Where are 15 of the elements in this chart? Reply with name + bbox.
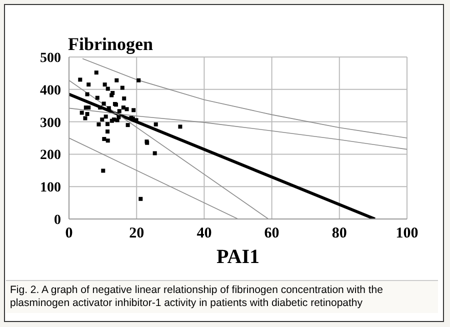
caption: Fig. 2. A graph of negative linear relationship of fibrinogen concentration with the plasminogen activator inhibitor-1 activity in patients with diabetic retinopathy [6, 280, 438, 313]
x-axis-title: PAI1 [216, 246, 260, 268]
y-tick-label: 100 [40, 180, 61, 196]
x-tick-label: 0 [65, 226, 73, 242]
y-tick-label: 0 [54, 212, 61, 228]
x-tick-label: 80 [332, 226, 347, 242]
y-tick-label: 400 [40, 83, 61, 98]
x-tick-label: 60 [264, 226, 280, 242]
x-tick-label: 20 [129, 226, 144, 242]
x-tick-label: 100 [396, 226, 418, 242]
y-tick-label: 500 [40, 50, 61, 66]
x-tick-label: 40 [196, 226, 212, 242]
y-axis-title: Fibrinogen [68, 34, 154, 54]
y-tick-label: 300 [40, 116, 61, 131]
y-tick-label: 200 [40, 148, 61, 164]
